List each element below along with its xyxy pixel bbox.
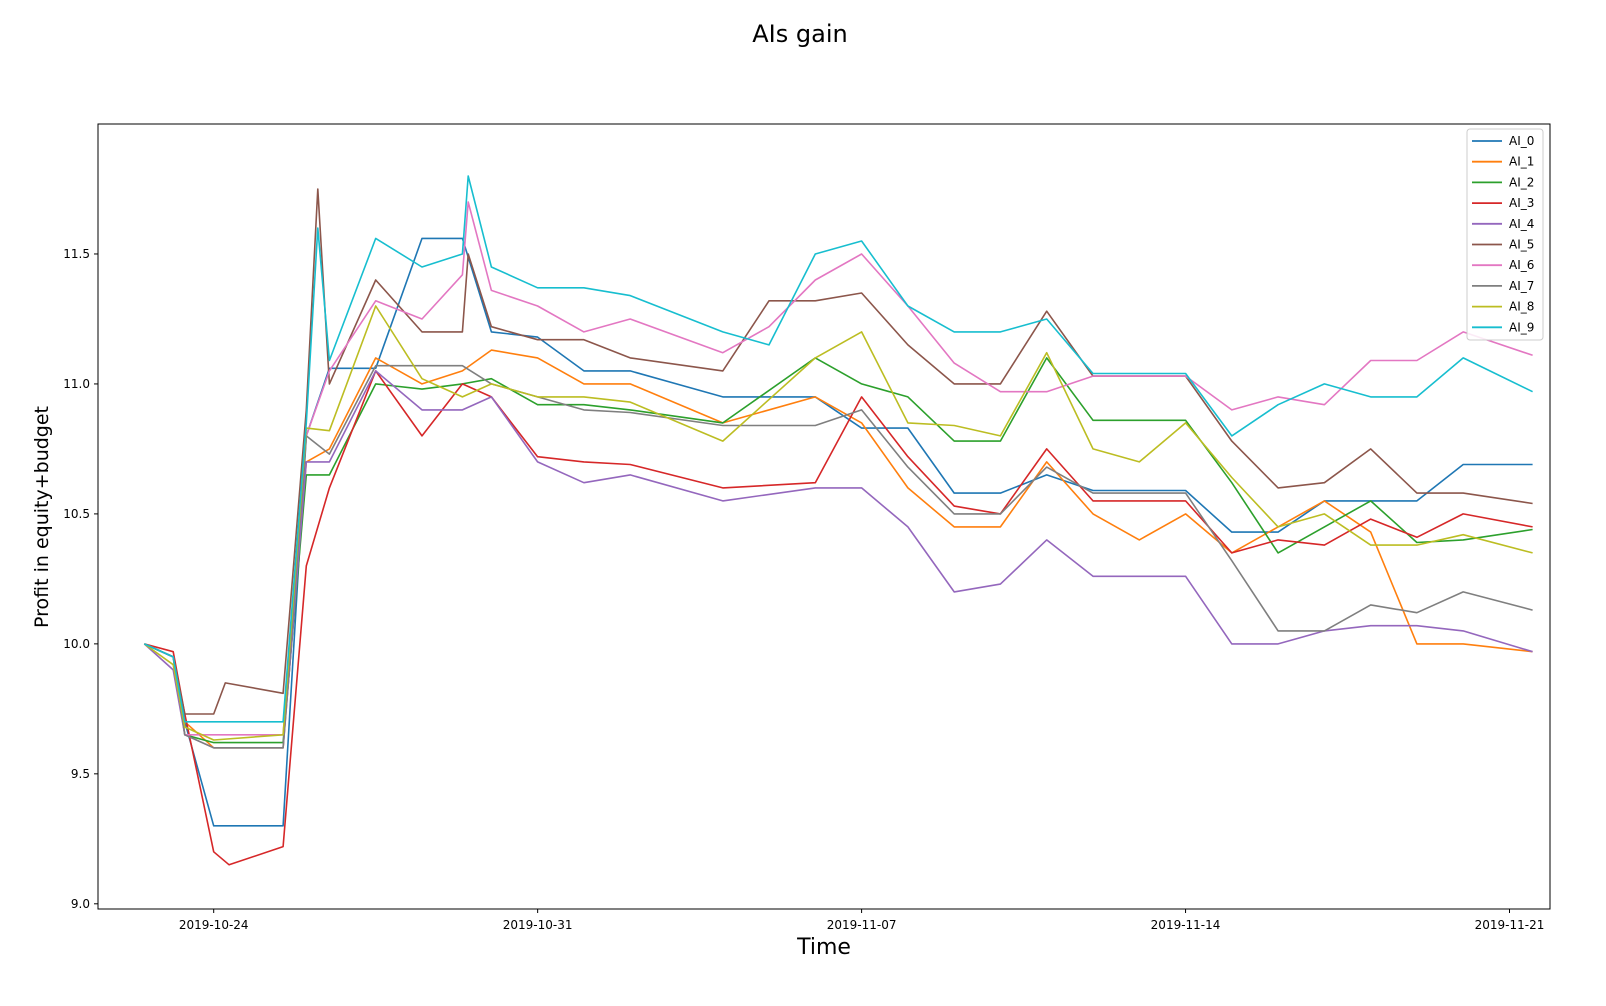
chart-title: AIs gain <box>752 20 847 48</box>
series-line-ai-6 <box>143 201 1533 736</box>
y-axis-label: Profit in equity+budget <box>31 406 53 628</box>
legend-label: AI_3 <box>1509 196 1534 210</box>
legend: AI_0 AI_1 AI_2 AI_3 AI_4 AI_5 AI_6 AI_7 AI_8 AI_9 <box>1466 128 1544 341</box>
x-tick-label: 2019-10-31 <box>503 918 573 932</box>
series-line-ai-4 <box>143 370 1533 749</box>
series-line-ai-3 <box>144 370 1533 866</box>
y-tick-label: 9.5 <box>71 767 90 781</box>
series-line-ai-9 <box>143 175 1533 723</box>
y-tick-label: 10.5 <box>63 507 90 521</box>
legend-items: AI_0 AI_1 AI_2 AI_3 AI_4 AI_5 AI_6 AI_7 AI_8 AI_9 <box>1472 134 1534 334</box>
series-line-ai-5 <box>143 188 1533 715</box>
legend-label: AI_8 <box>1509 300 1534 314</box>
y-tick-label: 10.0 <box>63 637 90 651</box>
legend-label: AI_0 <box>1509 134 1534 148</box>
legend-label: AI_2 <box>1509 175 1534 189</box>
legend-label: AI_4 <box>1509 217 1534 231</box>
legend-label: AI_7 <box>1509 279 1534 293</box>
y-tick-label: 11.0 <box>63 377 90 391</box>
x-tick-label: 2019-11-21 <box>1475 918 1545 932</box>
x-axis-label: Time <box>796 935 851 960</box>
legend-label: AI_9 <box>1509 320 1534 334</box>
plot-frame <box>97 123 1551 910</box>
y-tick-label: 9.0 <box>71 897 90 911</box>
x-tick-label: 2019-11-14 <box>1151 918 1221 932</box>
series-line-ai-2 <box>143 357 1533 744</box>
x-tick-label: 2019-10-24 <box>179 918 249 932</box>
x-tick-label: 2019-11-07 <box>827 918 897 932</box>
plot-lines <box>143 175 1533 866</box>
legend-label: AI_5 <box>1509 238 1534 252</box>
legend-label: AI_6 <box>1509 258 1534 272</box>
legend-label: AI_1 <box>1509 155 1534 169</box>
y-tick-label: 11.5 <box>63 247 90 261</box>
y-axis-ticks: 9.0 9.5 10.0 10.5 11.0 11.5 <box>63 247 98 911</box>
x-axis-ticks: 2019-10-24 2019-10-31 2019-11-07 2019-11-14… <box>179 909 1545 932</box>
